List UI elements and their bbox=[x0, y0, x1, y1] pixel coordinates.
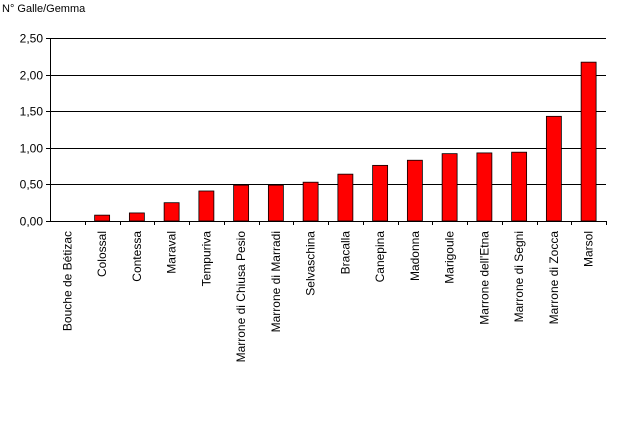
bars bbox=[94, 61, 597, 222]
bar bbox=[406, 159, 423, 222]
y-axis-title: N° Galle/Gemma bbox=[2, 3, 86, 15]
bar bbox=[163, 202, 180, 222]
y-tick-label: 0,50 bbox=[20, 178, 44, 192]
bar bbox=[94, 214, 111, 222]
x-tick-label: Marsol bbox=[582, 231, 596, 267]
bar bbox=[580, 61, 597, 222]
x-tick-label: Bracalla bbox=[338, 231, 352, 275]
x-tick-label: Marigoule bbox=[443, 231, 457, 284]
x-tick-label: Madonna bbox=[408, 231, 422, 281]
bar bbox=[476, 152, 493, 222]
x-tick-label: Marrone di Zocca bbox=[547, 231, 561, 325]
bar bbox=[372, 164, 389, 222]
x-tick-label: Bouche de Bétizac bbox=[60, 231, 74, 331]
x-tick-label: Contessa bbox=[130, 231, 144, 282]
y-tick-label: 0,00 bbox=[20, 215, 44, 229]
axes bbox=[46, 38, 607, 225]
y-tick-label: 2,50 bbox=[20, 32, 44, 46]
x-tick-label: Colossal bbox=[95, 231, 109, 277]
y-tick-label: 1,00 bbox=[20, 142, 44, 156]
bar bbox=[128, 212, 145, 222]
x-tick-label: Marrone di Marradi bbox=[269, 231, 283, 332]
bar bbox=[302, 181, 319, 222]
x-tick-labels: Bouche de Bétizac Colossal Contessa Maraval… bbox=[60, 231, 595, 363]
bar bbox=[233, 184, 250, 222]
x-tick-label: Marrone di Chiusa Pesio bbox=[234, 231, 248, 363]
bar bbox=[441, 153, 458, 222]
bar bbox=[545, 115, 562, 222]
x-tick-label: Maraval bbox=[165, 231, 179, 274]
x-tick-label: Tempuriva bbox=[199, 231, 213, 287]
y-tick-label: 1,50 bbox=[20, 105, 44, 119]
bar bbox=[337, 173, 354, 222]
bar bbox=[511, 151, 528, 222]
y-tick-labels: 0,00 0,50 1,00 1,50 2,00 2,50 bbox=[20, 32, 44, 229]
x-tick-label: Marrone di Segni bbox=[512, 231, 526, 322]
x-tick-label: Canepina bbox=[373, 231, 387, 283]
x-tick-label: Selvaschina bbox=[304, 231, 318, 296]
y-tick-label: 2,00 bbox=[20, 69, 44, 83]
x-tick-label: Marrone dell'Etna bbox=[477, 231, 491, 325]
bar bbox=[198, 190, 215, 222]
bar bbox=[267, 184, 284, 222]
